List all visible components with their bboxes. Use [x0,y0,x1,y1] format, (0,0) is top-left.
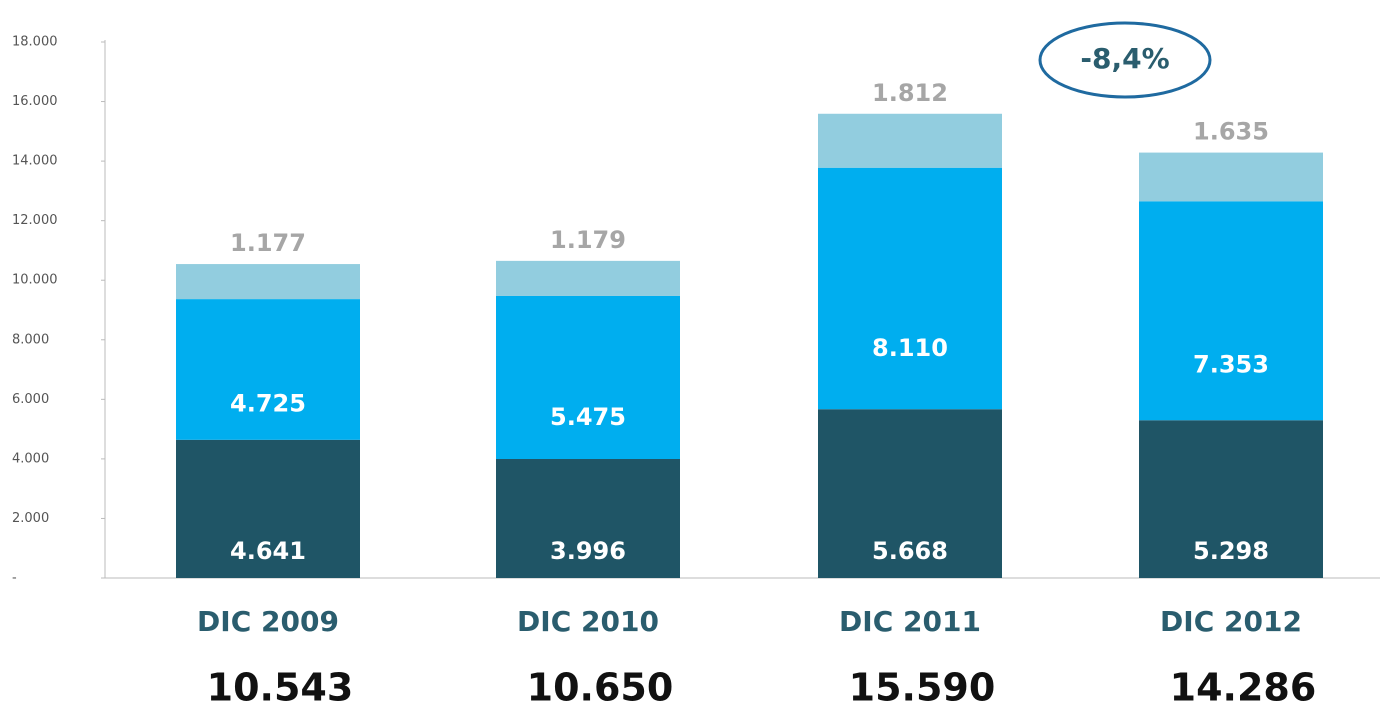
y-tick-label: 16.000 [12,94,58,109]
value-label: 1.179 [550,226,626,254]
y-tick-label: 2.000 [12,511,49,526]
y-tick-label: 4.000 [12,451,49,466]
bar-segment [176,439,360,578]
bar-segment [1139,201,1323,421]
total-label: 10.543 [207,666,354,709]
x-tick-label: DIC 2012 [1160,605,1302,638]
value-label: 8.110 [872,334,948,362]
bar-segment [818,113,1002,168]
bar-segment [176,264,360,300]
value-label: 7.353 [1193,350,1269,378]
bar-segment [1139,420,1323,578]
annotation-circle [1038,21,1212,99]
value-label: 5.298 [1193,537,1269,565]
value-label: 5.668 [872,537,948,565]
value-label: 3.996 [550,537,626,565]
bar-segment [1139,152,1323,202]
total-label: 10.650 [527,666,674,709]
value-label: 1.635 [1193,118,1269,146]
y-tick-label: 6.000 [12,392,49,407]
y-tick-label: 12.000 [12,213,58,228]
y-tick-label: 14.000 [12,154,58,169]
total-label: 15.590 [849,666,996,709]
bar-segment [818,409,1002,578]
y-tick-label: - [12,571,17,586]
total-label: 14.286 [1170,666,1317,709]
x-tick-label: DIC 2010 [517,605,659,638]
annotation: -8,4% [1080,42,1169,75]
x-tick-label: DIC 2011 [839,605,981,638]
bar-segment [818,167,1002,410]
y-tick-label: 8.000 [12,332,49,347]
value-label: 1.177 [230,229,306,257]
bar-segment [496,260,680,296]
bar-segment [176,299,360,440]
y-tick-label: 10.000 [12,273,58,288]
bar-segment [496,295,680,460]
bar-segment [496,459,680,578]
y-tick-label: 18.000 [12,35,58,50]
value-label: 1.812 [872,79,948,107]
x-tick-label: DIC 2009 [197,605,339,638]
value-label: 5.475 [550,403,626,431]
value-label: 4.641 [230,537,306,565]
value-label: 4.725 [230,390,306,418]
